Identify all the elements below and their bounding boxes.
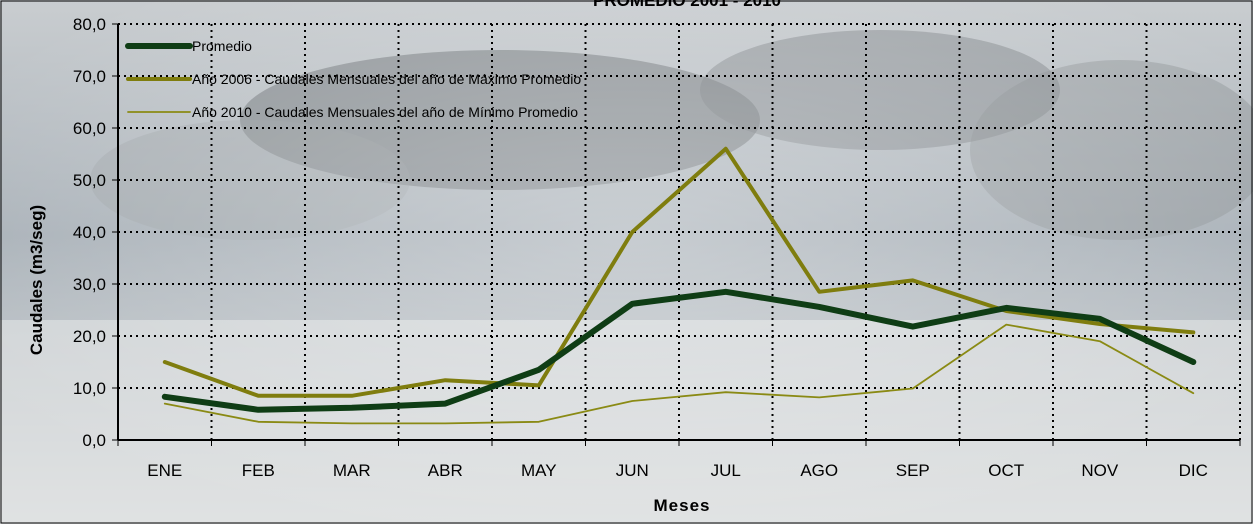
x-tick-label: ENE	[147, 461, 182, 480]
series-line-3	[163, 323, 1195, 425]
x-tick-label: OCT	[988, 461, 1024, 480]
x-tick-label: NOV	[1081, 461, 1119, 480]
y-tick-label: 10,0	[73, 379, 106, 398]
y-tick-label: 40,0	[73, 223, 106, 242]
y-tick-label: 80,0	[73, 15, 106, 34]
y-tick-label: 0,0	[82, 431, 106, 450]
y-tick-labels: 0,0 10,0 20,0 30,0 40,0 50,0 60,0 70,0 80,0	[73, 15, 106, 450]
legend: Promedio Año 2006 - Caudales Mensuales de…	[125, 38, 581, 120]
y-tick-label: 70,0	[73, 67, 106, 86]
x-tick-label: SEP	[896, 461, 930, 480]
x-tick-label: MAY	[521, 461, 557, 480]
legend-label: Año 2010 - Caudales Mensuales del año de…	[192, 104, 578, 120]
y-axis-title: Caudales (m3/seg)	[27, 205, 46, 355]
axes	[112, 23, 1241, 446]
x-tick-label: JUL	[711, 461, 741, 480]
x-tick-label: ABR	[428, 461, 463, 480]
y-tick-label: 50,0	[73, 171, 106, 190]
chart-title: PROMEDIO 2001 - 2010	[593, 0, 781, 10]
x-tick-label: AGO	[800, 461, 838, 480]
y-tick-label: 20,0	[73, 327, 106, 346]
x-tick-label: FEB	[242, 461, 275, 480]
x-axis-title: Meses	[654, 496, 711, 515]
x-tick-label: DIC	[1179, 461, 1208, 480]
series-line-2	[162, 146, 1196, 398]
legend-label: Promedio	[192, 38, 252, 54]
y-tick-label: 30,0	[73, 275, 106, 294]
series-lines	[161, 146, 1197, 425]
legend-label: Año 2006 - Caudales Mensuales del año de…	[192, 71, 581, 87]
x-tick-label: JUN	[616, 461, 649, 480]
x-tick-labels: ENE FEB MAR ABR MAY JUN JUL AGO SEP OCT NOV DIC	[147, 461, 1208, 480]
grid	[118, 23, 1241, 440]
y-tick-label: 60,0	[73, 119, 106, 138]
x-tick-label: MAR	[333, 461, 371, 480]
series-line-1	[161, 288, 1197, 413]
